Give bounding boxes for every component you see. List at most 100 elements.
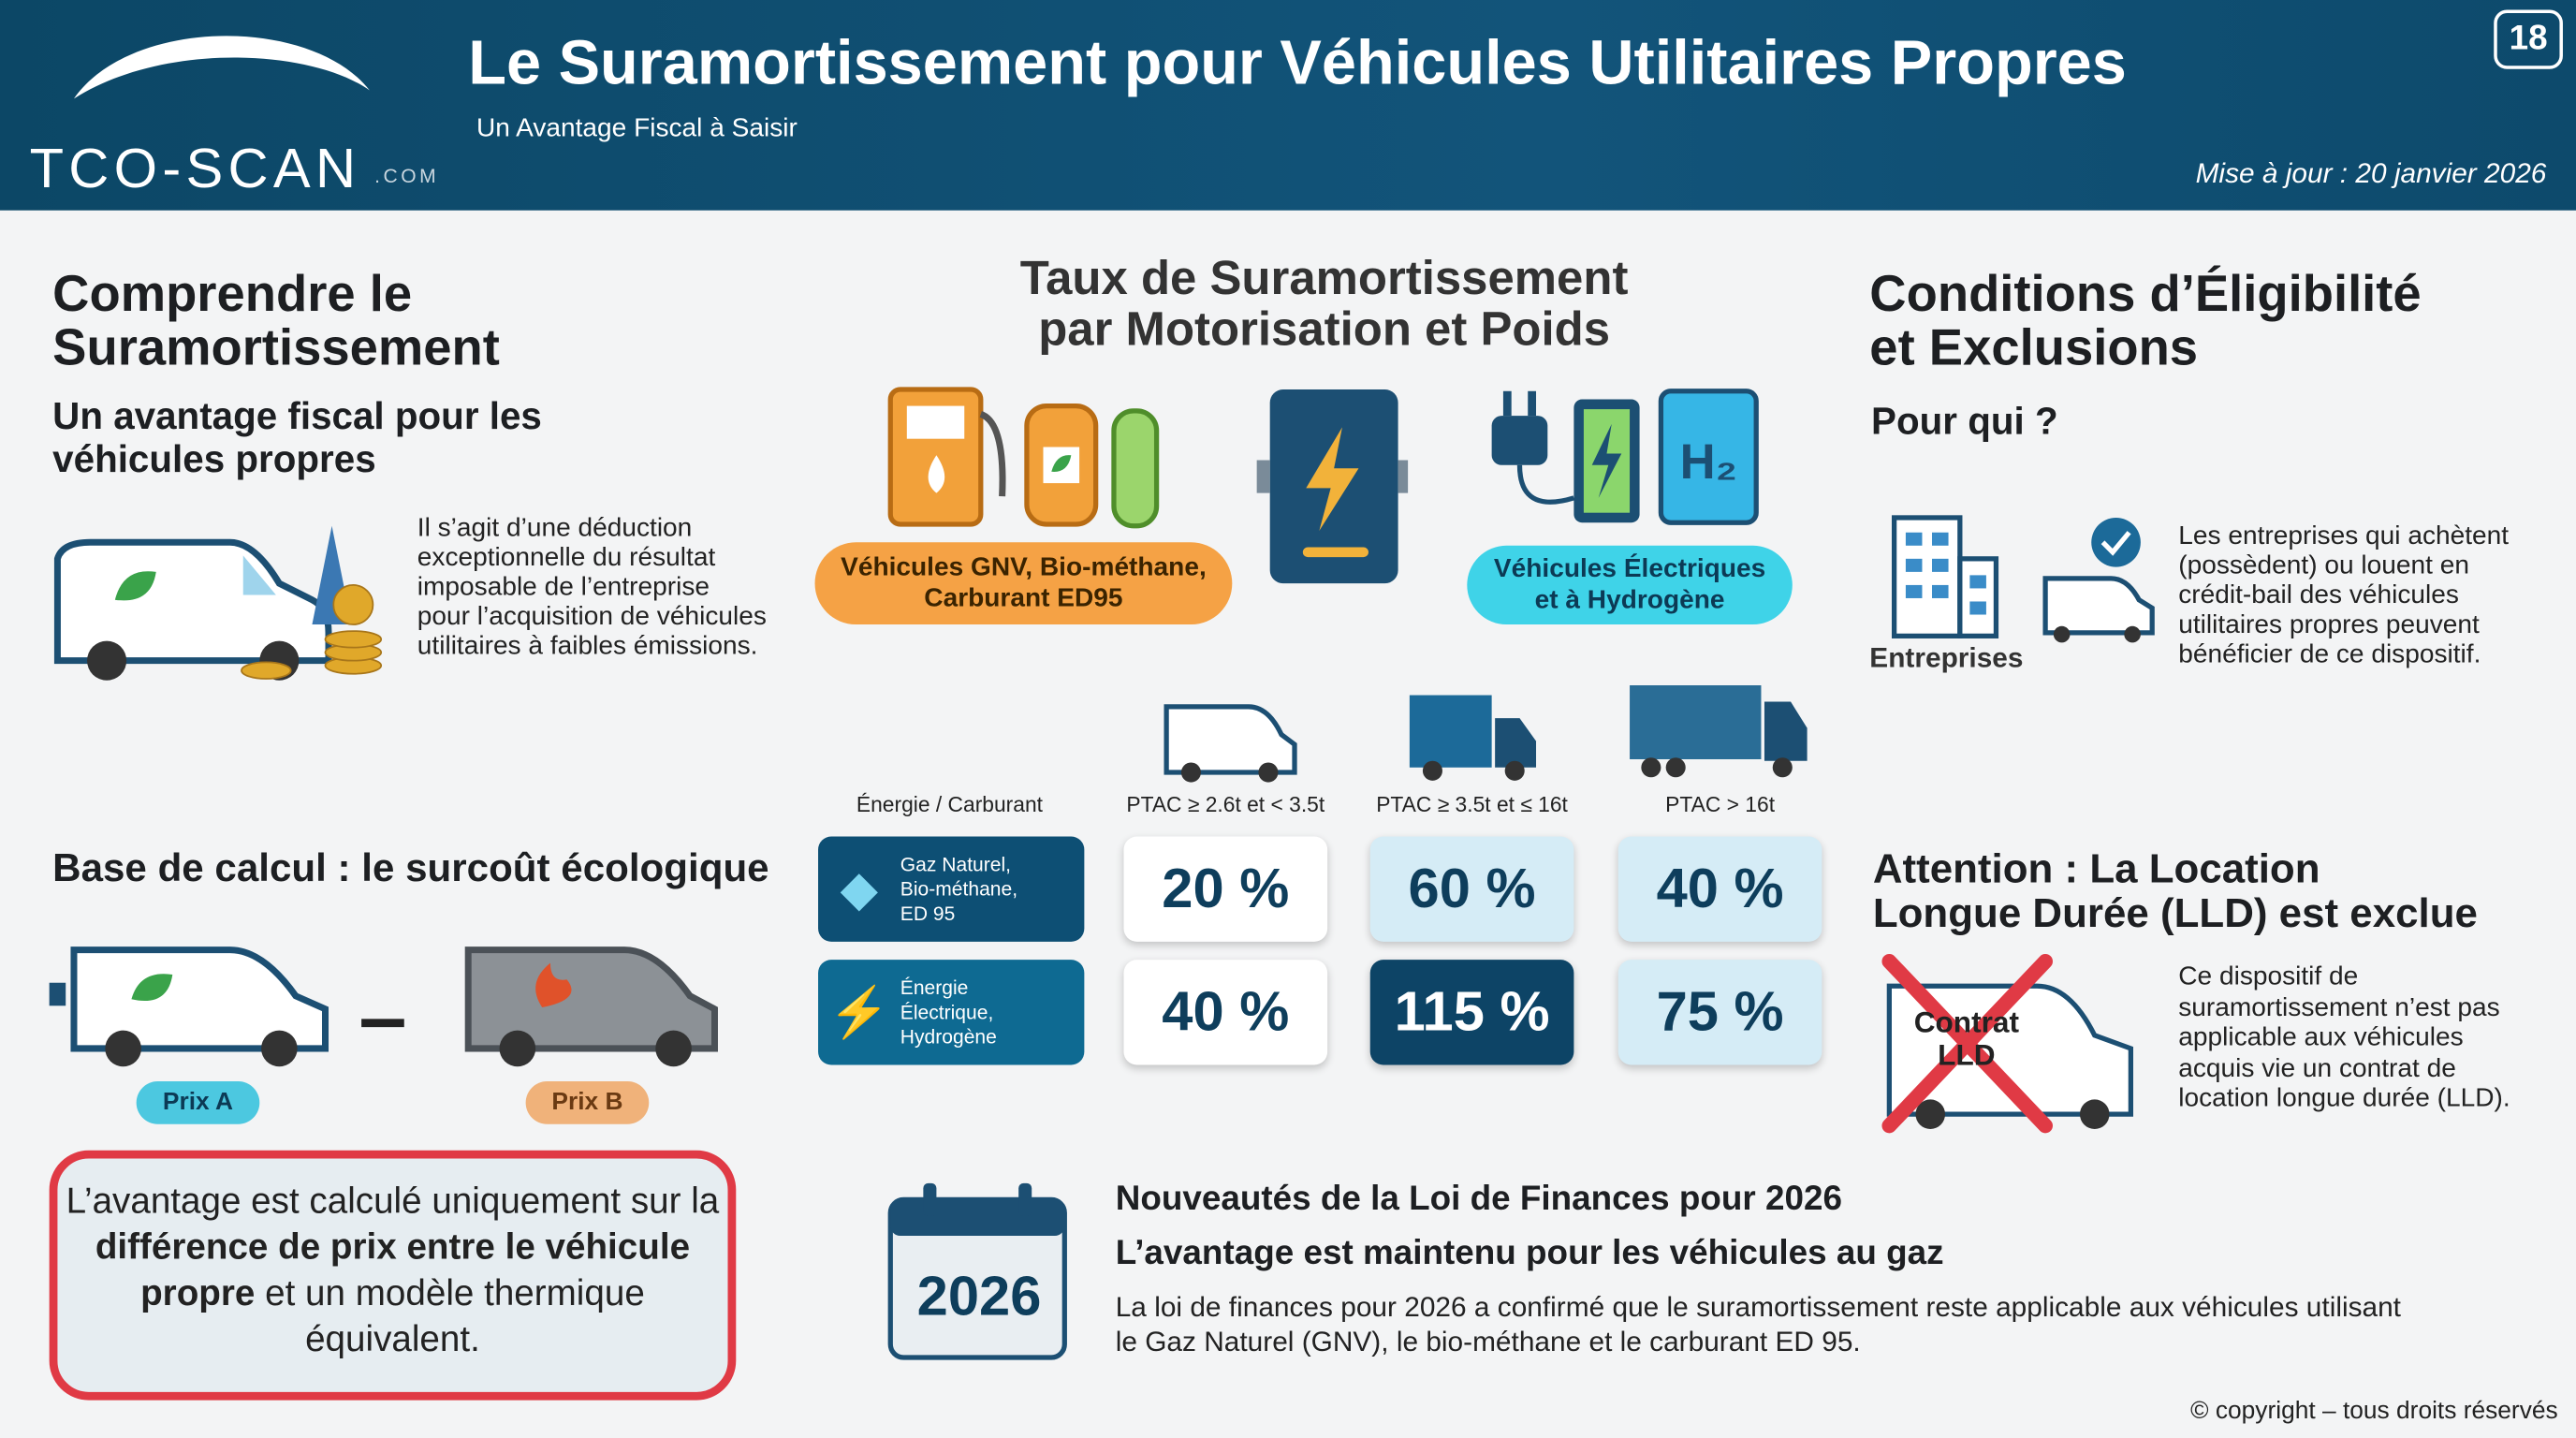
row-icon: ⚡ [828,985,890,1040]
rate-cell: 40 % [1123,960,1328,1065]
company-icons [1891,515,2155,643]
price-vans [49,946,718,1067]
news-body: La loi de finances pour 2026 a confirmé … [1116,1290,2401,1359]
text-line: Comprendre le [52,264,413,323]
text-line: Suramortissement [52,318,500,376]
text-line: (possèdent) ou louent en [2178,551,2469,580]
van-icon [53,525,383,681]
rate-cell: 60 % [1369,836,1574,942]
table-header: PTAC > 16t [1665,792,1776,817]
page-number: 18 [2494,9,2563,69]
badge-gas: Véhicules GNV, Bio-méthane, Carburant ED9… [814,542,1233,625]
attention-title: Attention : La Location Longue Durée (LLD… [1872,846,2478,937]
right-title: Conditions d’Éligibilité et Exclusions [1869,266,2421,374]
text-line: La loi de finances pour 2026 a confirmé … [1115,1291,2401,1324]
text-line: Carburant ED95 [924,584,1123,613]
text-line: Contrat [1913,1005,2020,1039]
update-date: Mise à jour : 20 janvier 2026 [2195,157,2547,189]
electric-icons: H₂ [1491,389,1759,525]
note-line: L’avantage est calculé uniquement sur la [66,1180,720,1222]
logo-text: TCO-SCAN [29,138,361,201]
text-line: ED 95 [900,901,956,925]
left-title: Comprendre le Suramortissement [52,266,500,374]
excluded-van [1881,954,2133,1134]
calendar-icon [887,1182,1067,1360]
news-title: Nouveautés de la Loi de Finances pour 20… [1115,1180,1843,1218]
row-label: ◆ Gaz Naturel, Bio-méthane, ED 95 [818,836,1085,942]
note-text: et un modèle thermique [255,1271,645,1313]
text-line: et à Hydrogène [1534,586,1725,615]
row-label-text: Gaz Naturel, Bio-méthane, ED 95 [900,852,1017,926]
text-line: Véhicules Électriques [1493,555,1766,584]
text-line: et Exclusions [1869,318,2199,376]
text-line: imposable de l’entreprise [417,573,710,602]
contract-label: Contrat LLD [1914,1005,2019,1071]
rate-cell: 40 % [1617,836,1822,942]
header [0,0,2576,211]
logo-swoosh [73,36,370,99]
text-line: LLD [1938,1038,1996,1072]
note-emph: propre [140,1271,256,1313]
text-line: Longue Durée (LLD) est exclue [1872,890,2478,937]
text-line: véhicules propres [52,436,376,480]
text-line: utilitaires à faibles émissions. [417,632,758,661]
text-line: Attention : La Location [1872,846,2320,893]
note-box: L’avantage est calculé uniquement sur la… [49,1150,737,1401]
row-icon: ◆ [840,861,879,917]
table-header: PTAC ≥ 2.6t et < 3.5t [1126,792,1325,817]
left-subtitle: Un avantage fiscal pour les véhicules pro… [52,394,542,479]
text-line: applicable aux véhicules [2178,1023,2464,1052]
note-line: propre et un modèle thermique [57,1270,727,1316]
text-line: par Motorisation et Poids [1038,303,1611,357]
text-line: Taux de Suramortissement [1019,253,1629,306]
text-line: exceptionnelle du résultat [417,544,716,572]
news-subtitle: L’avantage est maintenu pour les véhicul… [1115,1234,1944,1272]
text-line: crédit-bail des véhicules [2178,581,2459,610]
left-description: Il s’agit d’une déduction exceptionnelle … [417,514,767,662]
text-line: Il s’agit d’une déduction [417,514,693,543]
text-line: suramortissement n’est pas [2178,993,2500,1021]
who-text: Les entreprises qui achètent (possèdent) … [2178,522,2509,670]
fuel-icons [887,387,1160,529]
text-line: Un avantage fiscal pour les [52,394,542,437]
price-a: Prix A [136,1081,260,1124]
logo-suffix: .COM [374,164,440,188]
table-header: Énergie / Carburant [856,792,1043,817]
header-title: Le Suramortissement pour Véhicules Utili… [468,29,2127,99]
text-line: Bio-méthane, [900,876,1018,901]
note-line: équivalent. [305,1317,480,1359]
who-title: Pour qui ? [1871,399,2058,443]
battery-icon [1256,389,1409,584]
base-title: Base de calcul : le surcoût écologique [52,846,769,891]
text-line: utilitaires propres peuvent [2178,611,2480,639]
rate-cell: 115 % [1369,960,1574,1065]
rate-cell: 75 % [1617,960,1822,1065]
text-line: Gaz Naturel, [900,852,1012,875]
badge-electric: Véhicules Électriques et à Hydrogène [1467,545,1793,625]
text-line: le Gaz Naturel (GNV), le bio-méthane et … [1115,1326,1861,1357]
row-label-text: Énergie Électrique, Hydrogène [900,976,997,1049]
note-line: différence de prix entre le véhicule [95,1225,691,1268]
text-line: bénéficier de ce dispositif. [2178,640,2481,669]
attention-text: Ce dispositif de suramortissement n’est p… [2178,963,2510,1115]
price-b: Prix B [525,1081,650,1124]
svg-text:H₂: H₂ [1680,434,1737,490]
text-line: Les entreprises qui achètent [2178,522,2510,551]
companies-label: Entreprises [1869,642,2024,674]
center-title: Taux de Suramortissement par Motorisation… [996,253,1653,357]
text-line: Conditions d’Éligibilité [1869,264,2422,323]
copyright: © copyright – tous droits réservés [2190,1397,2558,1425]
truck-icons [1164,685,1808,783]
text-line: Ce dispositif de [2178,962,2359,991]
text-line: acquis vie un contrat de [2178,1054,2456,1082]
text-line: Énergie [900,975,969,999]
rate-cell: 20 % [1123,836,1328,942]
row-label: ⚡ Énergie Électrique, Hydrogène [818,960,1085,1065]
calendar-year: 2026 [916,1265,1042,1328]
text-line: location longue durée (LLD). [2178,1084,2510,1113]
text-line: Hydrogène [900,1024,997,1049]
text-line: pour l’acquisition de véhicules [417,603,767,632]
text-line: Électrique, [900,1000,994,1023]
